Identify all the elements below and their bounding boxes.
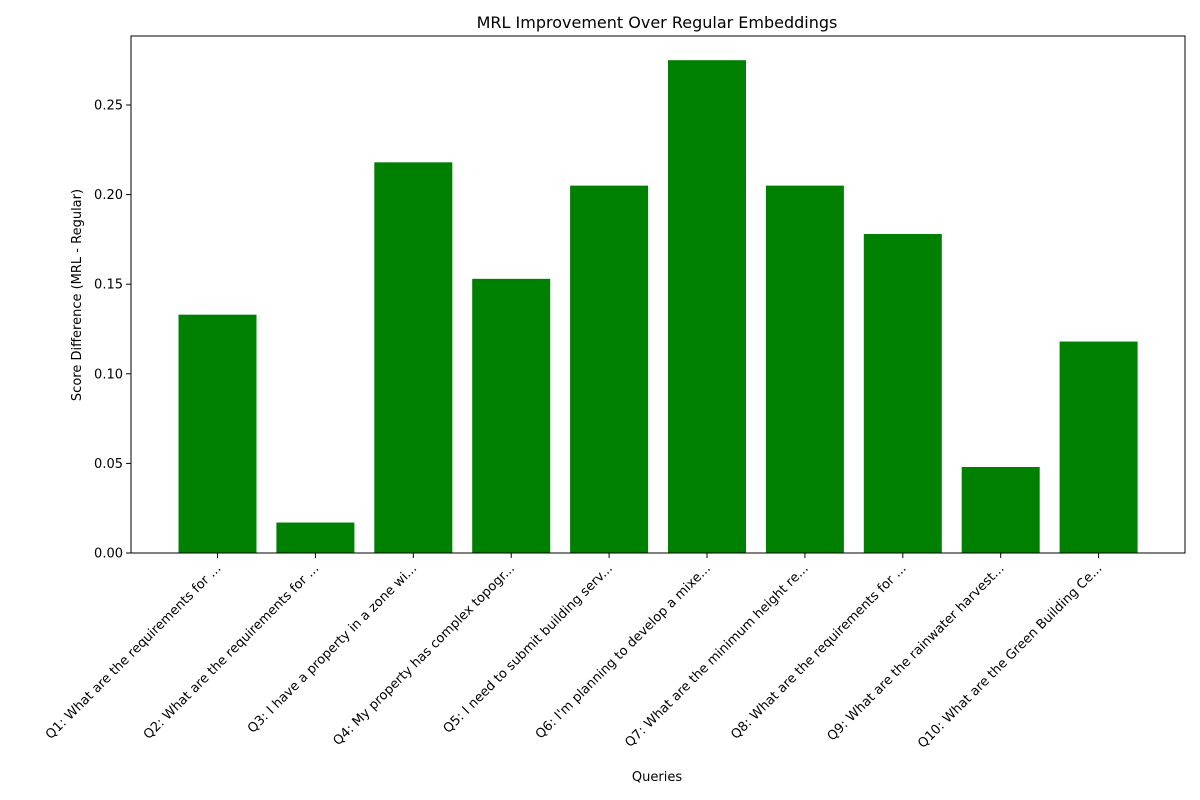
bars-layer <box>178 60 1138 553</box>
bar-q3 <box>374 162 453 553</box>
x-tick-label-q7: Q7: What are the minimum height re... <box>622 561 811 750</box>
bar-q8 <box>863 234 942 553</box>
y-axis: 0.00 0.05 0.10 0.15 0.20 0.25 <box>94 98 131 562</box>
y-tick-label: 0.25 <box>94 98 123 113</box>
bar-q7 <box>765 185 844 553</box>
y-axis-label: Score Difference (MRL - Regular) <box>70 189 85 401</box>
x-axis: Q1: What are the requirements for ...Q2:… <box>43 553 1105 751</box>
plot-frame <box>130 35 1186 554</box>
y-tick-label: 0.00 <box>94 547 123 562</box>
bar-q2 <box>276 522 355 553</box>
x-tick-label-q6: Q6: I'm planning to develop a mixe... <box>533 561 714 742</box>
x-tick-label-q8: Q8: What are the requirements for ... <box>728 561 909 742</box>
bar-q5 <box>570 185 649 553</box>
x-tick-label-q10: Q10: What are the Green Building Ce... <box>915 561 1105 751</box>
y-tick-label: 0.10 <box>94 367 123 382</box>
y-tick-label: 0.05 <box>94 457 123 472</box>
y-tick-label: 0.20 <box>94 188 123 203</box>
bar-q10 <box>1059 341 1138 553</box>
x-tick-label-q5: Q5: I need to submit building serv... <box>441 561 616 736</box>
bar-q9 <box>961 466 1040 553</box>
x-axis-label: Queries <box>632 770 682 785</box>
chart-title: MRL Improvement Over Regular Embeddings <box>477 13 838 32</box>
bar-q4 <box>472 278 551 553</box>
y-tick-label: 0.15 <box>94 278 123 293</box>
x-tick-label-q4: Q4: My property has complex topogr... <box>330 561 518 749</box>
x-tick-label-q3: Q3: I have a property in a zone wi... <box>245 561 420 736</box>
bar-q1 <box>178 314 257 553</box>
x-tick-label-q1: Q1: What are the requirements for ... <box>43 561 224 742</box>
x-tick-label-q2: Q2: What are the requirements for ... <box>141 561 322 742</box>
bar-q6 <box>668 60 746 553</box>
x-tick-label-q9: Q9: What are the rainwater harvest... <box>825 561 1008 744</box>
